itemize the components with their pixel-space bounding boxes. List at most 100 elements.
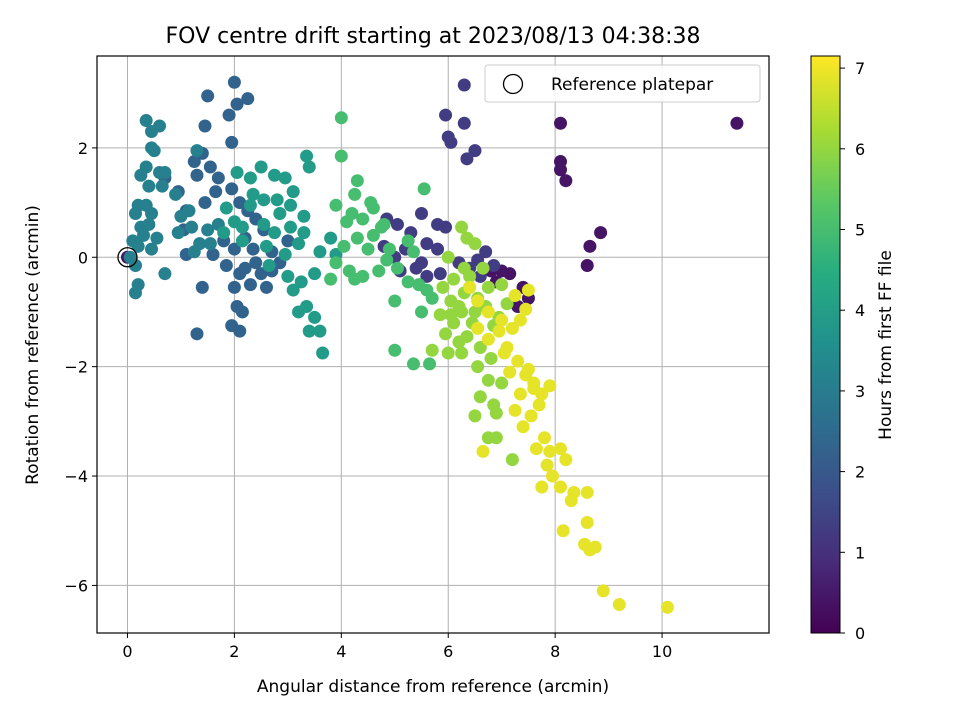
scatter-point xyxy=(243,278,257,292)
scatter-point xyxy=(479,245,493,259)
scatter-point xyxy=(238,261,252,275)
colorbar-tick-label: 3 xyxy=(855,382,865,401)
scatter-point xyxy=(444,308,458,322)
scatter-point xyxy=(580,516,594,530)
scatter-point xyxy=(230,165,244,179)
scatter-point xyxy=(535,387,549,401)
scatter-point xyxy=(519,302,533,316)
scatter-point xyxy=(505,321,519,335)
scatter-point xyxy=(128,207,142,221)
scatter-point xyxy=(423,357,437,371)
scatter-point xyxy=(489,406,503,420)
scatter-point xyxy=(521,283,535,297)
scatter-point xyxy=(348,187,362,201)
scatter-point xyxy=(302,160,316,174)
scatter-point xyxy=(580,258,594,272)
scatter-point xyxy=(281,269,295,283)
scatter-point xyxy=(481,332,495,346)
scatter-point xyxy=(441,250,455,264)
y-tick-label: −6 xyxy=(64,576,88,595)
scatter-point xyxy=(511,354,525,368)
scatter-point xyxy=(243,198,257,212)
scatter-point xyxy=(513,387,527,401)
colorbar-label: Hours from first FF file xyxy=(876,250,896,440)
scatter-point xyxy=(364,196,378,210)
scatter-point xyxy=(270,193,284,207)
scatter-point xyxy=(425,343,439,357)
y-tick-label: −4 xyxy=(64,467,88,486)
scatter-point xyxy=(409,261,423,275)
scatter-point xyxy=(350,231,364,245)
scatter-point xyxy=(415,305,429,319)
scatter-point xyxy=(195,280,209,294)
scatter-point xyxy=(259,239,273,253)
scatter-point xyxy=(227,280,241,294)
scatter-point xyxy=(153,119,167,133)
scatter-point xyxy=(128,258,142,272)
scatter-point xyxy=(473,390,487,404)
scatter-point xyxy=(513,313,527,327)
scatter-point xyxy=(532,398,546,412)
scatter-point xyxy=(401,275,415,289)
scatter-point xyxy=(225,135,239,149)
scatter-point xyxy=(433,308,447,322)
scatter-point xyxy=(313,324,327,338)
scatter-point xyxy=(241,92,255,106)
scatter-point xyxy=(356,212,370,226)
scatter-point xyxy=(281,234,295,248)
scatter-point xyxy=(457,78,471,92)
scatter-point xyxy=(545,469,559,483)
scatter-point xyxy=(417,182,431,196)
scatter-point xyxy=(463,280,477,294)
colorbar-gradient xyxy=(811,56,840,633)
scatter-point xyxy=(406,245,420,259)
y-axis-label: Rotation from reference (arcmin) xyxy=(23,205,43,485)
reference-platepar-marker xyxy=(117,247,138,268)
scatter-point xyxy=(198,119,212,133)
scatter-point xyxy=(337,239,351,253)
scatter-point xyxy=(219,201,233,215)
colorbar-tick-label: 1 xyxy=(855,543,865,562)
scatter-point xyxy=(415,207,429,221)
scatter-point xyxy=(185,220,199,234)
scatter-point xyxy=(457,116,471,130)
scatter-point xyxy=(158,267,172,281)
scatter-point xyxy=(447,272,461,286)
legend-box xyxy=(484,64,761,103)
scatter-point xyxy=(246,242,260,256)
scatter-point xyxy=(171,226,185,240)
scatter-point xyxy=(254,267,268,281)
scatter-point xyxy=(439,220,453,234)
scatter-point xyxy=(468,409,482,423)
scatter-point xyxy=(508,289,522,303)
scatter-point xyxy=(292,305,306,319)
scatter-point xyxy=(147,144,161,158)
x-tick-label: 10 xyxy=(652,642,672,661)
scatter-point xyxy=(559,453,573,467)
scatter-point xyxy=(297,226,311,240)
scatter-point xyxy=(495,313,509,327)
scatter-point xyxy=(594,226,608,240)
scatter-point xyxy=(476,261,490,275)
scatter-point xyxy=(128,286,142,300)
scatter-point xyxy=(524,409,538,423)
scatter-point xyxy=(554,442,568,456)
scatter-point xyxy=(313,245,327,259)
scatter-point xyxy=(126,234,140,248)
scatter-point xyxy=(505,453,519,467)
scatter-point xyxy=(187,245,201,259)
colorbar-tick-label: 5 xyxy=(855,221,865,240)
scatter-point xyxy=(583,239,597,253)
scatter-point xyxy=(297,209,311,223)
scatter-point xyxy=(468,305,482,319)
x-tick-label: 8 xyxy=(550,642,560,661)
scatter-point xyxy=(382,242,396,256)
y-tick-label: −2 xyxy=(64,358,88,377)
scatter-point xyxy=(308,310,322,324)
scatter-point xyxy=(286,185,300,199)
scatter-point xyxy=(431,242,445,256)
scatter-point xyxy=(460,152,474,166)
scatter-point xyxy=(554,480,568,494)
scatter-point xyxy=(492,324,506,338)
scatter-point xyxy=(145,207,159,221)
